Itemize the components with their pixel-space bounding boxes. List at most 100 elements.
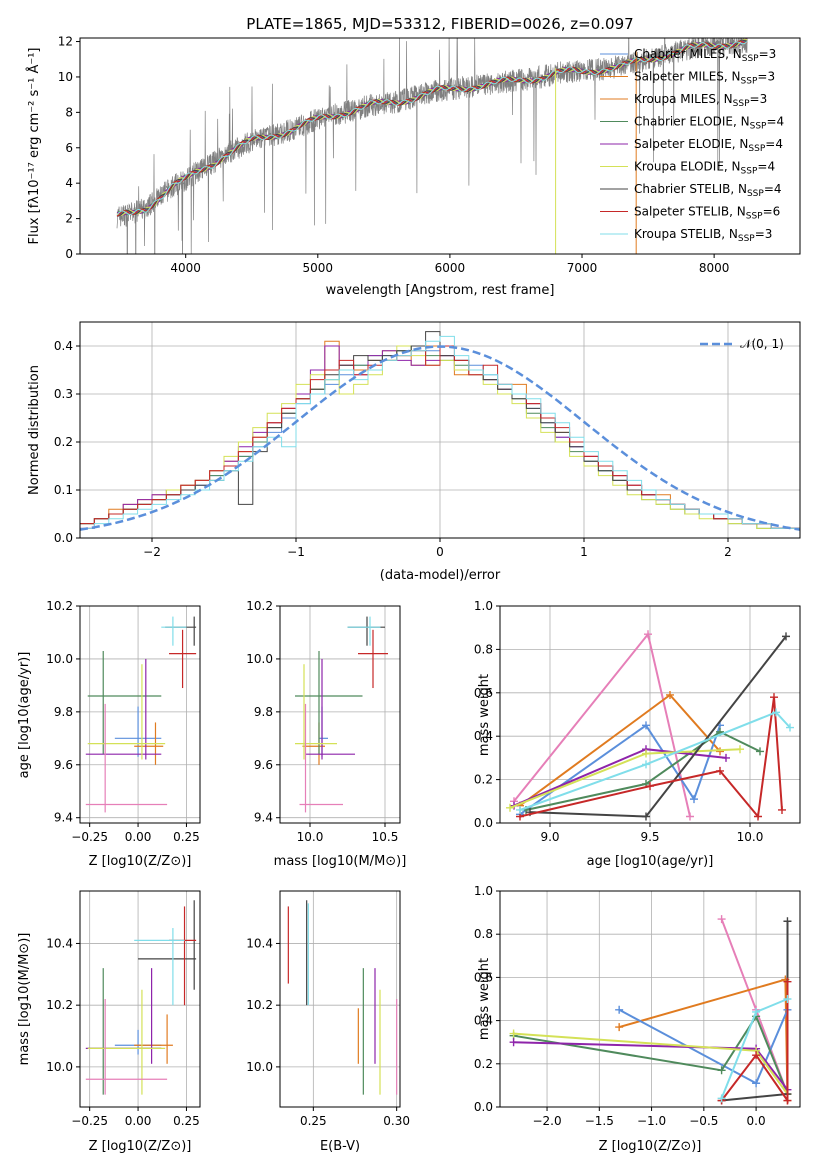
weight-vs-z-line — [720, 981, 789, 1104]
mass-vs-z-ytick-label: 10.0 — [46, 1060, 73, 1074]
weight-vs-age-marker — [642, 721, 650, 730]
weight-vs-z-ytick-label: 0.0 — [474, 1100, 493, 1114]
weight-vs-age-ytick-label: 0.6 — [474, 686, 493, 700]
age-vs-z-xtick-label: 0.00 — [125, 830, 152, 844]
weight-vs-z-ytick-label: 0.4 — [474, 1014, 493, 1028]
weight-vs-age-line — [519, 711, 791, 811]
age-vs-z-ytick-label: 10.2 — [46, 599, 73, 613]
normal-curve — [80, 345, 800, 531]
mass-vs-z-ytick-label: 10.4 — [46, 936, 73, 950]
weight-vs-z-marker — [615, 1005, 624, 1014]
weight-vs-z-xlabel: Z [log10(Z/Z⊙)] — [599, 1139, 702, 1154]
weight-vs-age-ytick-label: 0.8 — [474, 642, 493, 656]
spectrum-title: PLATE=1865, MJD=53312, FIBERID=0026, z=0… — [246, 15, 633, 33]
residuals-xtick-label: 1 — [580, 545, 588, 559]
weight-vs-age-marker — [506, 803, 514, 812]
weight-vs-z-marker — [509, 1029, 518, 1038]
residuals-xtick-label: 2 — [724, 545, 732, 559]
weight-vs-age-marker — [786, 723, 794, 732]
spectrum-legend-label: Salpeter ELODIE, NSSP=4 — [634, 137, 783, 154]
spectrum-legend-label: Salpeter MILES, NSSP=3 — [634, 70, 775, 87]
weight-vs-age-marker — [686, 812, 694, 821]
residuals-legend-label: 𝒩(0, 1) — [740, 337, 784, 351]
spectrum-ytick-label: 6 — [65, 141, 73, 155]
spectrum-frame — [79, 37, 801, 255]
residuals-ytick-label: 0.3 — [54, 387, 73, 401]
mass-vs-ebv-ytick-label: 10.2 — [246, 998, 273, 1012]
age-vs-mass-xlabel: mass [log10(M/M⊙)] — [274, 854, 407, 869]
mass-vs-z-ytick-label: 10.2 — [46, 998, 73, 1012]
mass-vs-z-xlabel: Z [log10(Z/Z⊙)] — [89, 1139, 192, 1154]
weight-vs-age-line — [525, 730, 761, 811]
weight-vs-z-xtick-label: −1.5 — [585, 1114, 614, 1128]
age-vs-mass-xtick-label: 10.5 — [372, 830, 399, 844]
weight-vs-age-marker — [644, 630, 652, 639]
spectrum-model-line — [116, 39, 748, 217]
age-vs-mass-ytick-label: 10.0 — [246, 652, 273, 666]
mass-vs-ebv-xlabel: E(B-V) — [320, 1139, 360, 1154]
age-vs-z-ytick-label: 9.6 — [54, 758, 73, 772]
weight-vs-age-marker — [778, 805, 786, 814]
spectrum-ytick-label: 0 — [65, 247, 73, 261]
weight-vs-z-marker — [752, 1051, 761, 1060]
weight-vs-age-marker — [716, 747, 724, 756]
spectrum-model-line — [116, 41, 748, 216]
weight-vs-age-marker — [646, 782, 654, 791]
weight-vs-age-marker — [666, 690, 674, 699]
weight-vs-z-line — [513, 1014, 789, 1095]
weight-vs-age-line — [519, 696, 783, 819]
weight-vs-age-xtick-label: 9.5 — [640, 830, 659, 844]
weight-vs-age-marker — [770, 693, 778, 702]
weight-vs-z-marker — [717, 1066, 726, 1075]
weight-vs-z-line — [618, 978, 789, 1101]
mass-vs-ebv-frame — [279, 890, 401, 1108]
weight-vs-age-xtick-label: 9.0 — [540, 830, 559, 844]
weight-vs-z-ytick-label: 1.0 — [474, 884, 493, 898]
spectrum-xtick-label: 8000 — [699, 261, 730, 275]
spectrum-ytick-label: 10 — [58, 70, 73, 84]
spectrum-model-line — [116, 38, 748, 216]
spectrum-ytick-label: 4 — [65, 176, 73, 190]
weight-vs-age-ytick-label: 1.0 — [474, 599, 493, 613]
spectrum-legend-label: Kroupa MILES, NSSP=3 — [634, 92, 767, 109]
age-vs-z-xlabel: Z [log10(Z/Z⊙)] — [89, 854, 192, 869]
weight-vs-age-ytick-label: 0.0 — [474, 816, 493, 830]
mass-vs-ebv-xtick-label: 0.25 — [300, 1114, 327, 1128]
weight-vs-z-marker — [783, 995, 792, 1003]
residuals-ytick-label: 0.1 — [54, 483, 73, 497]
mass-vs-z-frame — [79, 890, 201, 1108]
weight-vs-z-marker — [509, 1038, 518, 1047]
spectrum-xtick-label: 7000 — [567, 261, 598, 275]
weight-vs-age-marker — [642, 812, 650, 821]
weight-vs-age-marker — [772, 708, 780, 717]
residuals-xtick-label: 0 — [436, 545, 444, 559]
spectrum-ylabel: Flux [fλ10⁻¹⁷ erg cm⁻² s⁻¹ Å⁻¹] — [26, 48, 42, 245]
weight-vs-age-ytick-label: 0.4 — [474, 729, 493, 743]
weight-vs-z-ytick-label: 0.8 — [474, 927, 493, 941]
age-vs-mass-ytick-label: 9.8 — [254, 705, 273, 719]
weight-vs-age-marker — [642, 749, 650, 758]
age-vs-z-ytick-label: 9.8 — [54, 705, 73, 719]
mass-vs-ebv-ytick-label: 10.4 — [246, 936, 273, 950]
weight-vs-age-ylabel: mass weight — [477, 674, 492, 756]
weight-vs-z-marker — [783, 977, 792, 986]
residuals-ylabel: Normed distribution — [27, 365, 42, 495]
spectrum-ytick-label: 8 — [65, 105, 73, 119]
spectrum-legend-label: Kroupa STELIB, NSSP=3 — [634, 227, 772, 244]
spectrum-legend-label: Chabrier STELIB, NSSP=4 — [634, 182, 782, 199]
weight-vs-z-ytick-label: 0.2 — [474, 1057, 493, 1071]
weight-vs-age-xlabel: age [log10(age/yr)] — [587, 854, 714, 869]
weight-vs-z-marker — [615, 1023, 624, 1032]
weight-vs-age-marker — [754, 812, 762, 821]
weight-vs-z-frame — [499, 890, 801, 1108]
weight-vs-z-marker — [717, 915, 726, 924]
weight-vs-z-xtick-label: −2.0 — [532, 1114, 561, 1128]
spectrum-xtick-label: 6000 — [435, 261, 466, 275]
weight-vs-z-marker — [752, 1007, 761, 1016]
residuals-xtick-label: −2 — [143, 545, 161, 559]
mass-vs-z-ylabel: mass [log10(M/M⊙)] — [17, 933, 32, 1066]
age-vs-mass-xtick-label: 10.0 — [297, 830, 324, 844]
spectrum-xtick-label: 5000 — [303, 261, 334, 275]
weight-vs-age-frame — [499, 605, 801, 824]
